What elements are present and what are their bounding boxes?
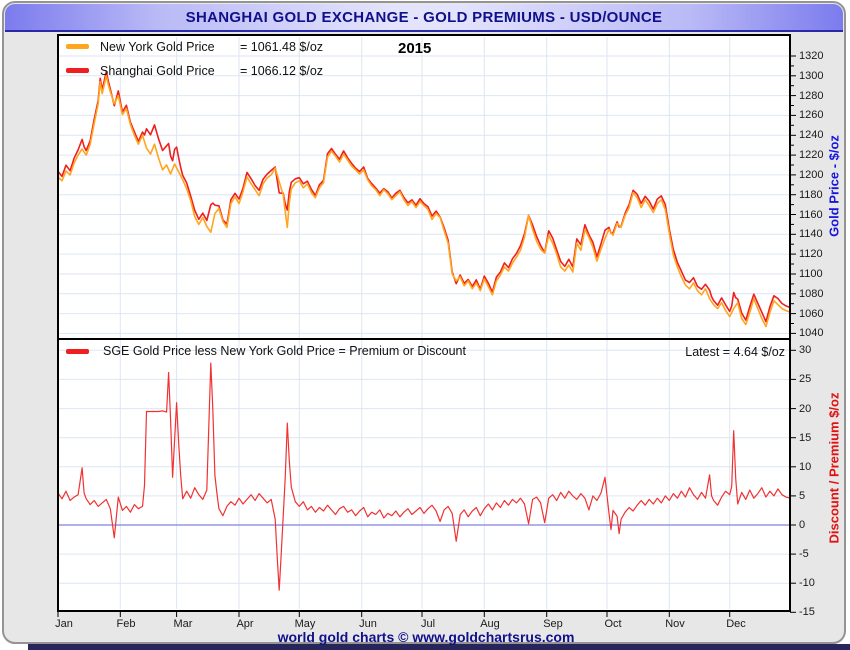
gold-axis-tick-label: 1260 (799, 109, 824, 121)
legend-label-shanghai: Shanghai Gold Price (100, 64, 215, 78)
premium-axis-tick-label: 20 (799, 403, 812, 415)
premium-axis-tick-label: 5 (799, 490, 806, 502)
legend-value-new-york: = 1061.48 $/oz (240, 40, 324, 54)
premium-axis-tick-label: -15 (799, 606, 815, 618)
year-label: 2015 (398, 40, 432, 57)
gold-axis-tick-label: 1320 (799, 50, 824, 62)
x-axis-month-label: Oct (604, 618, 622, 630)
gold-axis-tick-label: 1240 (799, 129, 824, 141)
gold-axis-tick-label: 1120 (799, 248, 823, 260)
legend-swatch-premium (66, 349, 89, 354)
gold-axis-tick-label: 1200 (799, 169, 824, 181)
legend-value-shanghai: = 1066.12 $/oz (240, 64, 324, 78)
premium-axis-tick-label: 10 (799, 461, 812, 473)
x-axis-month-label: Dec (726, 618, 746, 630)
bottom-accent-bar (28, 644, 850, 650)
gold-axis-tick-label: 1160 (799, 209, 823, 221)
x-axis-month-label: Feb (116, 618, 136, 630)
gold-axis-tick-label: 1280 (799, 90, 824, 102)
premium-legend-label: SGE Gold Price less New York Gold Price … (103, 344, 466, 358)
legend-swatch-shanghai (66, 68, 89, 73)
premium-axis-tick-label: 25 (799, 373, 812, 385)
x-axis-month-label: Jul (420, 618, 436, 630)
gold-axis-tick-label: 1300 (799, 70, 824, 82)
legend-swatch-new-york (66, 44, 89, 49)
gold-axis-tick-label: 1080 (799, 288, 824, 300)
gold-axis-tick-label: 1220 (799, 149, 824, 161)
footer-credit: world gold charts © www.goldchartsrus.co… (277, 629, 575, 645)
x-axis-month-label: Sep (543, 618, 563, 630)
x-axis-month-label: Aug (480, 618, 500, 630)
gold-axis-tick-label: 1040 (799, 327, 824, 339)
gold-axis-tick-label: 1180 (799, 189, 823, 201)
premium-axis-tick-label: 15 (799, 432, 812, 444)
x-axis-month-label: Nov (665, 618, 685, 630)
premium-axis-tick-label: 30 (799, 344, 812, 356)
premium-axis-tick-label: -10 (799, 577, 815, 589)
latest-value-label: Latest = 4.64 $/oz (685, 345, 785, 359)
legend-label-new-york: New York Gold Price (100, 40, 215, 54)
premium-axis-title: Discount / Premium $/oz (826, 392, 842, 544)
x-axis-month-label: May (294, 618, 316, 630)
premium-axis-tick-label: 0 (799, 519, 806, 531)
page-title: SHANGHAI GOLD EXCHANGE - GOLD PREMIUMS -… (185, 8, 663, 26)
premium-axis-tick-label: -5 (799, 548, 809, 560)
gold-price-axis-title: Gold Price - $/oz (826, 135, 842, 237)
gold-axis-tick-label: 1140 (799, 228, 823, 240)
x-axis-month-label: Jun (359, 618, 377, 630)
title-bar: SHANGHAI GOLD EXCHANGE - GOLD PREMIUMS -… (5, 4, 843, 32)
x-axis-month-label: Mar (173, 618, 193, 630)
gold-axis-tick-label: 1060 (799, 308, 824, 320)
x-axis-month-label: Apr (236, 618, 254, 630)
gold-axis-tick-label: 1100 (799, 268, 823, 280)
x-axis-month-label: Jan (55, 618, 73, 630)
